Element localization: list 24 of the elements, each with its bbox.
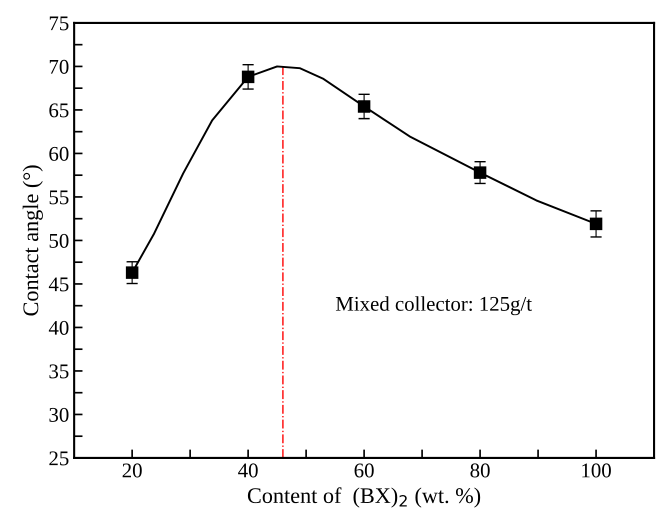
x-tick-label: 60 bbox=[354, 463, 374, 478]
x-tick-label: 80 bbox=[470, 463, 490, 478]
point bbox=[358, 100, 370, 113]
y-tick-label: 70 bbox=[50, 60, 68, 74]
y-tick-label: 50 bbox=[50, 234, 68, 248]
y-axis-title: Contact angle (°) bbox=[22, 165, 43, 316]
y-tick-label: 35 bbox=[49, 364, 68, 378]
x-tick-label: 40 bbox=[238, 463, 258, 478]
point bbox=[474, 166, 486, 179]
x-tick-label: 20 bbox=[122, 463, 142, 478]
point bbox=[242, 70, 254, 84]
y-tick-label: 25 bbox=[49, 451, 68, 466]
x-tick-label: 100 bbox=[582, 463, 611, 478]
x-axis-title: Content of (BX)$_{2}$ (wt. %) bbox=[248, 487, 480, 508]
y-tick-label: 75 bbox=[50, 16, 68, 30]
y-tick-label: 45 bbox=[48, 277, 68, 292]
point bbox=[126, 266, 138, 279]
y-tick-label: 55 bbox=[50, 190, 68, 204]
y-tick-label: 30 bbox=[49, 408, 68, 422]
y-tick-label: 60 bbox=[49, 146, 68, 161]
y-tick-label: 65 bbox=[49, 103, 68, 118]
annotation: Mixed collector: 125g/t bbox=[336, 296, 532, 316]
y-tick-label: 40 bbox=[48, 320, 68, 335]
point bbox=[590, 218, 602, 230]
